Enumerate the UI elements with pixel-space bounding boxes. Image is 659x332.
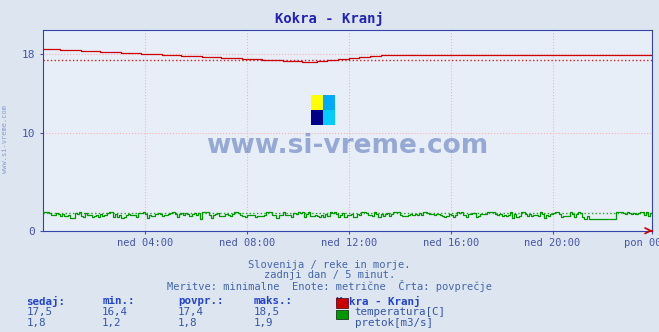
Text: temperatura[C]: temperatura[C] <box>355 307 445 317</box>
Text: 17,5: 17,5 <box>26 307 52 317</box>
Bar <box>323 110 335 125</box>
Text: 1,8: 1,8 <box>178 318 198 328</box>
Text: 17,4: 17,4 <box>178 307 204 317</box>
Text: 1,8: 1,8 <box>26 318 46 328</box>
Text: 18,5: 18,5 <box>254 307 279 317</box>
Bar <box>311 110 323 125</box>
Text: sedaj:: sedaj: <box>26 296 65 307</box>
Text: 1,9: 1,9 <box>254 318 273 328</box>
Bar <box>311 95 323 110</box>
Text: min.:: min.: <box>102 296 134 306</box>
Text: www.si-vreme.com: www.si-vreme.com <box>206 133 489 159</box>
Text: Kokra - Kranj: Kokra - Kranj <box>275 12 384 26</box>
Text: 1,2: 1,2 <box>102 318 122 328</box>
Bar <box>323 95 335 110</box>
Text: zadnji dan / 5 minut.: zadnji dan / 5 minut. <box>264 270 395 280</box>
Text: Meritve: minimalne  Enote: metrične  Črta: povprečje: Meritve: minimalne Enote: metrične Črta:… <box>167 280 492 291</box>
Text: povpr.:: povpr.: <box>178 296 223 306</box>
Text: pretok[m3/s]: pretok[m3/s] <box>355 318 432 328</box>
Text: Kokra - Kranj: Kokra - Kranj <box>336 296 420 307</box>
Text: 16,4: 16,4 <box>102 307 128 317</box>
Text: www.si-vreme.com: www.si-vreme.com <box>2 106 9 173</box>
Text: maks.:: maks.: <box>254 296 293 306</box>
Text: Slovenija / reke in morje.: Slovenija / reke in morje. <box>248 260 411 270</box>
